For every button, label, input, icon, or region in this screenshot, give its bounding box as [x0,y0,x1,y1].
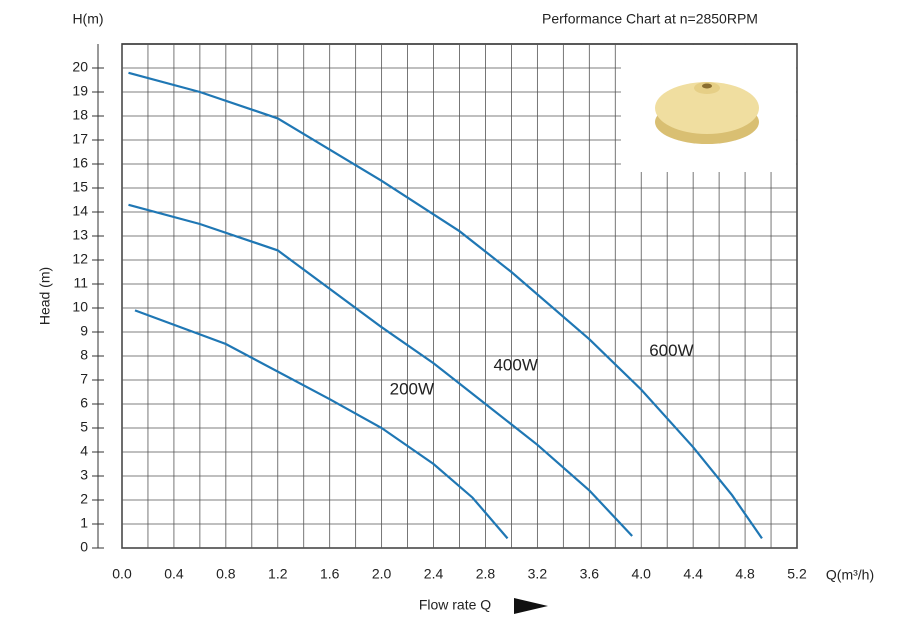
y-tick-label: 2 [80,491,88,507]
y-tick-label: 10 [72,299,88,315]
x-tick-label: 3.2 [528,566,548,582]
impeller-photo [621,45,796,172]
chart-title: Performance Chart at n=2850RPM [542,11,758,27]
x-tick-label: 0.4 [164,566,184,582]
y-tick-label: 5 [80,419,88,435]
y-tick-label: 15 [72,179,88,195]
y-tick-label: 3 [80,467,88,483]
arrow [514,598,548,614]
y-tick-label: 14 [72,203,88,219]
x-tick-label: 4.0 [631,566,651,582]
x-tick-label: 3.6 [580,566,600,582]
y-tick-label: 4 [80,443,88,459]
y-tick-label: 11 [73,275,88,291]
y-tick-label: 19 [72,83,88,99]
curve [128,203,633,537]
y-tick-label: 20 [72,59,88,75]
y-tick-label: 16 [72,155,88,171]
y-tick-label: 18 [72,107,88,123]
x-tick-label: 2.0 [372,566,392,582]
x-tick-label: 1.6 [320,566,340,582]
y-tick-label: 7 [80,371,88,387]
x-unit: Q(m³/h) [826,567,874,583]
x-tick-label: 0.0 [112,566,132,582]
series-label: 200W [390,379,434,398]
x-tick-label: 0.8 [216,566,236,582]
series-label: 400W [493,355,537,374]
curve [128,71,763,540]
y-axis-title: Head (m) [37,267,53,325]
x-tick-label: 1.2 [268,566,288,582]
y-tick-label: 0 [80,539,88,555]
y-tick-label: 17 [72,131,88,147]
curve [134,309,509,540]
y-tick-label: 13 [72,227,88,243]
x-tick-label: 2.4 [424,566,444,582]
y-tick-label: 6 [80,395,88,411]
y-tick-label: 9 [80,323,88,339]
x-tick-label: 4.8 [735,566,755,582]
y-unit: H(m) [72,11,103,27]
y-tick-label: 1 [80,515,88,531]
y-tick-label: 12 [72,251,88,267]
x-tick-label: 2.8 [476,566,496,582]
x-tick-label: 5.2 [787,566,807,582]
x-axis-title: Flow rate Q [419,597,491,613]
x-tick-label: 4.4 [683,566,703,582]
y-tick-label: 8 [80,347,88,363]
series-label: 600W [649,341,693,360]
